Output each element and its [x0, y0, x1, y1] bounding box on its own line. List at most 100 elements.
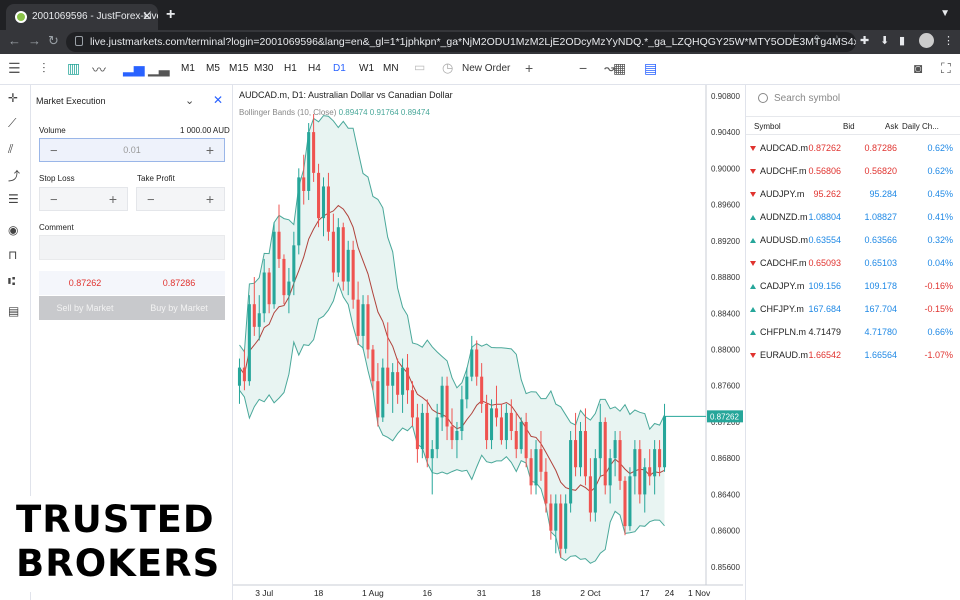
lock-icon [75, 36, 83, 46]
reload-icon[interactable]: ↻ [48, 33, 59, 48]
price-tick-label: 0.88000 [711, 345, 740, 354]
volume-icon[interactable]: ▂▅ [123, 60, 145, 76]
tf-m30[interactable]: M30 [254, 63, 274, 74]
symbol-row[interactable]: AUDCHF.m 0.56806 0.56820 0.62% [746, 160, 960, 183]
candle-body [534, 449, 538, 486]
order-type-chevron-icon[interactable]: ⌄ [185, 95, 195, 107]
symbol-row[interactable]: AUDCAD.m 0.87262 0.87286 0.62% [746, 137, 960, 160]
channel-icon[interactable]: ⫽ [8, 142, 14, 156]
candle-body [480, 376, 484, 404]
template-icon[interactable]: ▤ [644, 60, 658, 76]
lock-drawings-icon[interactable]: ⊓ [8, 248, 18, 262]
fullscreen-icon[interactable]: ⛶ [941, 60, 951, 76]
download-icon[interactable]: ⬇ [880, 35, 890, 47]
comment-input[interactable] [39, 235, 225, 260]
extensions-puzzle-icon[interactable]: ✚ [860, 35, 870, 47]
buy-button[interactable]: Buy by Market [150, 303, 208, 313]
tf-d1[interactable]: D1 [333, 63, 346, 74]
take-profit-minus-button[interactable]: − [147, 192, 155, 207]
take-profit-stepper[interactable]: − + [136, 187, 225, 211]
tab-search-chevron-icon[interactable]: ▼ [940, 8, 950, 19]
symbol-row[interactable]: CADCHF.m 0.65093 0.65103 0.04% [746, 252, 960, 275]
trusted-brokers-logo: TRUSTED BROKERS [14, 496, 224, 592]
tab-close-icon[interactable]: ✕ [141, 9, 152, 23]
indicator-list-icon[interactable]: ↝ [604, 60, 616, 76]
stop-loss-plus-button[interactable]: + [108, 191, 117, 207]
candlestick-icon[interactable]: ▥ [67, 60, 81, 76]
symbol-name: CHFJPY.m [760, 304, 804, 314]
tf-m15[interactable]: M15 [229, 63, 249, 74]
side-panel-icon[interactable]: ▮ [899, 35, 906, 47]
new-order-button[interactable]: New Order [462, 63, 511, 74]
forward-icon[interactable]: → [28, 33, 41, 48]
path-icon[interactable]: ⤴ [8, 169, 21, 183]
browser-tab[interactable]: 2001069596 - JustForex-Live ✕ [6, 4, 158, 30]
header-symbol[interactable]: Symbol [754, 122, 781, 131]
symbol-row[interactable]: AUDJPY.m 95.262 95.284 0.45% [746, 183, 960, 206]
candle-body [544, 471, 548, 504]
browser-menu-icon[interactable]: ⋮ [943, 35, 954, 47]
take-profit-plus-button[interactable]: + [205, 191, 214, 207]
new-tab-icon[interactable]: + [166, 6, 176, 23]
fibonacci-icon[interactable]: ☰ [8, 192, 19, 206]
tf-h1[interactable]: H1 [284, 63, 297, 74]
header-change[interactable]: Daily Ch... [902, 122, 939, 131]
candle-body [524, 421, 528, 459]
screenshot-camera-icon[interactable]: ◙ [914, 60, 923, 76]
url-field[interactable]: live.justmarkets.com/terminal?login=2001… [66, 32, 856, 52]
symbol-change: 0.62% [927, 166, 953, 176]
bar-chart-icon[interactable]: ⫶ [42, 60, 46, 76]
candle-body [529, 458, 533, 486]
install-icon[interactable]: ⤓ [792, 33, 797, 45]
volume-plus-button[interactable]: + [205, 142, 214, 158]
new-order-clock-icon[interactable]: ◷ [442, 60, 454, 75]
symbol-row[interactable]: CADJPY.m 109.156 109.178 -0.16% [746, 275, 960, 298]
header-bid[interactable]: Bid [843, 122, 855, 131]
symbol-change: 0.04% [927, 258, 953, 268]
symbol-ask: 1.66564 [864, 350, 897, 360]
menu-icon[interactable]: ☰ [8, 60, 21, 76]
volume-stepper[interactable]: − 0.01 + [39, 138, 225, 162]
chart-canvas[interactable]: 0.90800 0.90400 0.90000 0.89600 0.89200 0.888… [233, 85, 743, 600]
volume-minus-button[interactable]: − [50, 143, 58, 158]
zoom-out-icon[interactable]: − [579, 60, 588, 76]
symbol-row[interactable]: AUDUSD.m 0.63554 0.63566 0.32% [746, 229, 960, 252]
stop-loss-stepper[interactable]: − + [39, 187, 128, 211]
tf-mn[interactable]: MN [383, 63, 399, 74]
close-panel-icon[interactable]: ✕ [213, 93, 224, 107]
symbol-row[interactable]: CHFPLN.m 4.71479 4.71780 0.66% [746, 321, 960, 344]
symbol-row[interactable]: CHFJPY.m 167.684 167.704 -0.15% [746, 298, 960, 321]
symbol-change: -0.16% [924, 281, 953, 291]
tf-m1[interactable]: M1 [181, 63, 195, 74]
tf-m5[interactable]: M5 [206, 63, 220, 74]
layers-icon[interactable]: ▤ [8, 304, 20, 318]
stop-loss-minus-button[interactable]: − [50, 192, 58, 207]
band-upper-line [239, 115, 665, 431]
symbol-row[interactable]: EURAUD.m 1.66542 1.66564 -1.07% [746, 344, 960, 367]
crosshair-icon[interactable]: ✛ [8, 91, 19, 105]
calendar-icon[interactable]: ▦ [613, 60, 627, 76]
indicators-icon[interactable]: ▁▃ [148, 60, 170, 76]
trendline-icon[interactable]: ⟋ [8, 116, 17, 130]
symbol-row[interactable]: AUDNZD.m 1.08804 1.08827 0.41% [746, 206, 960, 229]
share-icon[interactable]: ⇪ [812, 34, 822, 46]
header-ask[interactable]: Ask [885, 122, 899, 131]
sell-button[interactable]: Sell by Market [56, 303, 114, 313]
candle-body [351, 249, 355, 300]
eye-icon[interactable]: ◉ [8, 223, 19, 237]
tf-h4[interactable]: H4 [308, 63, 321, 74]
objects-tree-icon[interactable]: ⑆ [8, 274, 16, 288]
bookmark-star-icon[interactable]: ☆ [832, 34, 842, 46]
watchlist-header: Symbol Bid Ask Daily Ch... [746, 117, 960, 135]
price-tick-label: 0.87200 [711, 418, 740, 427]
profile-avatar[interactable] [919, 33, 934, 48]
one-click-icon[interactable]: ▭ [414, 60, 426, 74]
zoom-in-icon[interactable]: + [525, 60, 534, 76]
line-chart-icon[interactable]: 〰 [92, 62, 106, 78]
tf-w1[interactable]: W1 [359, 63, 374, 74]
back-icon[interactable]: ← [8, 33, 21, 48]
symbol-ask: 1.08827 [864, 212, 897, 222]
price-chart[interactable]: 0.90800 0.90400 0.90000 0.89600 0.89200 0.888… [233, 85, 743, 600]
search-input[interactable] [774, 93, 954, 104]
